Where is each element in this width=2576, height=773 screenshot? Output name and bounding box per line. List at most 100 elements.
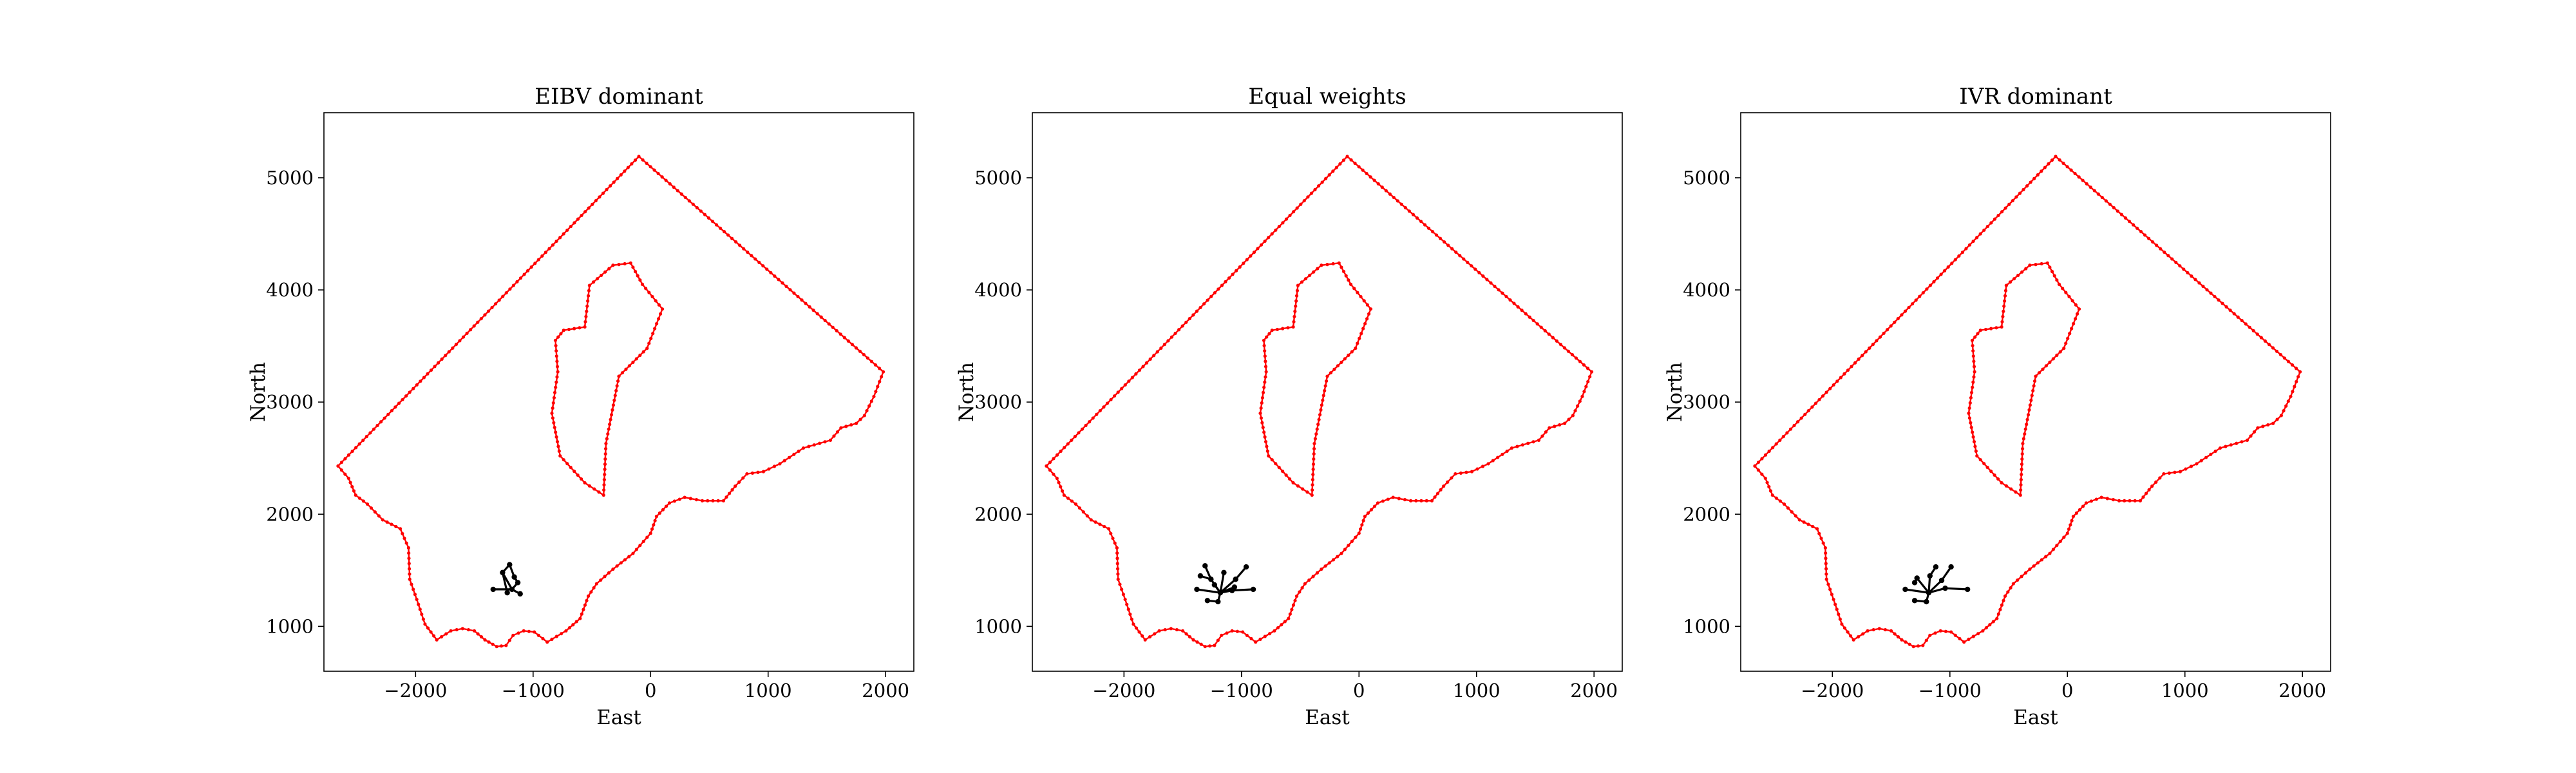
outer-boundary-point [1526,441,1530,445]
inner-boundary-point [2004,484,2008,488]
inner-boundary-point [1264,359,1267,363]
outer-boundary-point [399,527,402,531]
outer-boundary-point [638,544,642,548]
outer-boundary-point [1921,644,1925,647]
inner-boundary-point [644,287,648,291]
outer-boundary-point [1195,640,1199,644]
panel-2: Equal weights −2000 −1000 0 1000 2000 1000 2000… [955,84,1623,729]
outer-boundary-point [343,457,347,461]
outer-boundary-point [2182,267,2186,271]
y-tick-label: 1000 [974,615,1022,637]
x-tick-label: 1000 [2161,680,2209,701]
outer-boundary-point [518,276,523,280]
outer-boundary-point [1967,637,1971,641]
outer-boundary-point [2286,399,2290,403]
outer-boundary-point [607,571,611,575]
outer-boundary-point [1365,171,1368,176]
outer-boundary-point [633,158,638,162]
outer-boundary-point [1091,416,1095,420]
outer-boundary-point [1574,356,1578,360]
outer-boundary-point [365,435,368,439]
outer-boundary-point [407,567,412,571]
outer-boundary-point [706,216,711,220]
x-tick-label: 2000 [862,680,909,701]
outer-boundary-point [742,247,746,251]
outer-boundary-point [599,578,603,582]
inner-boundary-point [1971,435,1975,439]
outer-boundary-point [767,467,771,471]
outer-boundary-point [583,603,587,607]
inner-boundary-point [2034,263,2038,267]
outer-boundary-point [1241,630,1245,634]
outer-boundary-point [554,239,558,243]
inner-boundary-point [555,365,560,368]
outer-boundary-point [1953,258,1957,262]
outer-boundary-point [1570,353,1575,357]
outer-boundary-point [880,375,884,379]
outer-boundary-point [1130,376,1134,379]
outer-boundary-point [2195,462,2199,466]
inner-boundary-point [1329,371,1333,375]
outer-boundary-point [1170,335,1174,339]
outer-boundary-point [1425,499,1428,502]
outer-boundary-point [1781,435,1785,439]
outer-boundary-point [1277,224,1281,229]
outer-boundary-point [1967,243,1972,247]
inner-boundary-point [1293,314,1296,319]
inner-boundary-point [556,370,560,374]
outer-boundary-point [1177,328,1181,332]
outer-boundary-point [1115,546,1119,550]
outer-boundary-point [2143,233,2147,237]
outer-boundary-point [1411,213,1416,216]
outer-boundary-point [1439,488,1443,491]
tree [1194,563,1256,605]
outer-boundary-point [1180,629,1185,633]
outer-boundary-point [1832,597,1835,602]
inner-boundary-point [585,304,589,308]
outer-boundary-point [2178,470,2183,473]
outer-boundary-point [2197,281,2201,285]
outer-boundary-point [832,434,836,438]
outer-boundary-point [580,213,583,218]
inner-boundary-point [2034,374,2038,378]
outer-boundary-point [1975,236,1979,240]
outer-boundary-point [1224,280,1227,283]
inner-boundary-point [1277,466,1281,470]
outer-boundary-point [1547,332,1551,336]
outer-boundary-point [2190,274,2193,278]
outer-boundary-point [1450,247,1454,251]
outer-boundary-point [2229,443,2233,447]
inner-boundary-point [1311,478,1314,482]
outer-boundary-point [2271,421,2275,425]
inner-boundary-point [578,326,582,330]
inner-boundary-point [1312,446,1316,451]
outer-boundary-point [1128,612,1132,616]
outer-boundary-point [569,224,573,229]
outer-boundary-point [2065,531,2069,535]
outer-boundary-point [404,541,408,545]
outer-boundary-point [2275,349,2279,353]
outer-boundary-point [2221,301,2224,305]
outer-boundary-point [1486,462,1490,466]
outer-boundary-point [2201,284,2205,289]
outer-boundary-point [1188,635,1192,639]
outer-boundary-point [1875,339,1879,343]
outer-boundary-point [1238,265,1242,269]
outer-boundary-point [1832,383,1835,387]
outer-boundary-point [1852,638,1855,642]
inner-boundary-point [1281,470,1285,473]
outer-boundary-point [1962,640,1966,644]
inner-boundary-point [2020,270,2024,274]
outer-boundary-point [2028,567,2032,571]
outer-boundary-point [1786,506,1790,510]
outer-boundary-point [1080,427,1084,431]
inner-boundary-point [1259,416,1264,420]
outer-boundary-point [1462,257,1466,261]
outer-boundary-point [1911,645,1915,649]
outer-boundary-point [1578,359,1582,363]
outer-boundary-point [594,198,598,203]
outer-boundary-point [1540,434,1544,438]
outer-boundary-point [1088,420,1092,424]
inner-boundary-point [2021,441,2025,446]
inner-boundary-point [1274,462,1278,466]
